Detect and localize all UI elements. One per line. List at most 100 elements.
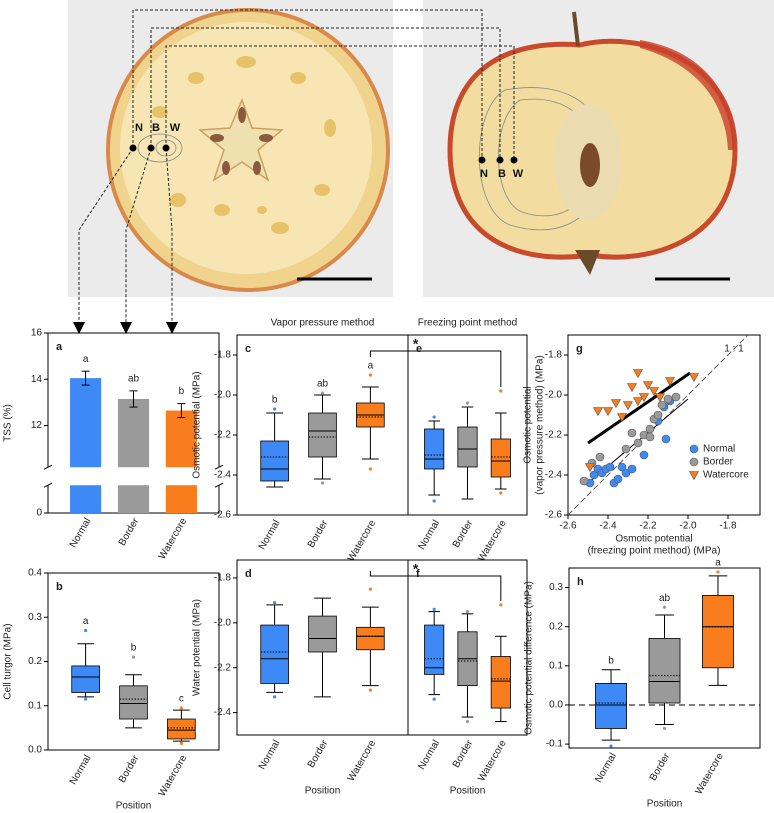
- legend-label: Watercore: [703, 470, 749, 481]
- position-label: W: [170, 122, 181, 134]
- sample-points: [129, 144, 518, 164]
- significance-letter: a: [83, 354, 89, 365]
- significance-letter: b: [272, 395, 278, 406]
- scatter-point: [642, 381, 654, 391]
- box: [167, 718, 196, 740]
- box: [490, 656, 511, 709]
- outlier: [179, 741, 183, 745]
- outlier: [320, 481, 325, 485]
- outlier: [273, 407, 277, 411]
- legend-label: Normal: [703, 444, 735, 455]
- scatter-point: [579, 476, 589, 486]
- outlier: [432, 607, 436, 611]
- y-tick-label: -1.8: [545, 350, 563, 361]
- scatter-point: [632, 369, 644, 379]
- outlier: [465, 719, 470, 724]
- x-tick-label: Watercore: [157, 753, 190, 799]
- y-tick-label: 0.3: [549, 582, 563, 593]
- y-tick-label: -2.2: [214, 662, 232, 673]
- plot-frame: [567, 334, 761, 516]
- axis-break-mark: [43, 464, 53, 470]
- outlier: [432, 697, 436, 701]
- significance-letter: ab: [128, 373, 140, 384]
- legend-label: Border: [703, 457, 734, 468]
- scatter-point: [613, 474, 623, 484]
- significance-star: *: [413, 561, 419, 577]
- scatter-point: [664, 377, 676, 387]
- axis-break-mark: [214, 482, 224, 488]
- x-axis-label: Osmotic potential: [615, 534, 692, 545]
- box: [424, 428, 445, 470]
- scatter-point: [688, 373, 700, 383]
- outlier: [273, 695, 277, 699]
- x-axis-label: Position: [647, 799, 683, 810]
- scatter-point: [621, 468, 631, 478]
- x-tick-label: Watercore: [346, 518, 379, 564]
- significance-bracket: [369, 571, 502, 601]
- significance-letter: ab: [317, 379, 329, 390]
- scatter-point: [661, 434, 671, 444]
- axis-break-mark: [43, 482, 53, 488]
- outlier: [432, 415, 436, 419]
- position-label: N: [135, 122, 143, 134]
- x-axis-label: Position: [450, 786, 486, 797]
- scatter-point: [654, 393, 666, 403]
- outlier: [131, 655, 136, 659]
- box: [119, 685, 148, 720]
- y-tick-label: -0.1: [546, 739, 564, 750]
- x-axis-label: (freezing point method) (MPa): [588, 546, 721, 557]
- box: [702, 594, 734, 669]
- scatter-point: [653, 410, 663, 420]
- apple-cross-section: [106, 8, 390, 292]
- y-tick-label: -2.2: [214, 430, 232, 441]
- x-tick-label: Watercore: [693, 751, 726, 797]
- y-tick-label: 0.1: [28, 700, 42, 711]
- box: [308, 615, 337, 653]
- outlier: [179, 706, 183, 710]
- box: [424, 624, 445, 675]
- scatter-point: [632, 397, 644, 407]
- scatter-point: [589, 470, 599, 480]
- bar: [165, 410, 197, 513]
- box: [260, 624, 289, 684]
- x-tick-label: Border: [306, 518, 331, 550]
- y-tick-label: 0.4: [28, 568, 42, 579]
- y-tick-label: 0.3: [28, 612, 42, 623]
- y-tick-label: -1.8: [214, 350, 232, 361]
- scatter-point: [648, 387, 660, 397]
- outlier: [465, 401, 470, 405]
- box: [457, 426, 478, 468]
- x-tick-label: Watercore: [157, 516, 190, 562]
- significance-bracket: [369, 350, 502, 387]
- outlier: [499, 603, 503, 607]
- y-axis-label: Osmotic potential (MPa): [192, 371, 203, 478]
- x-tick-label: Border: [451, 518, 476, 550]
- outlier: [368, 373, 372, 377]
- y-tick-label: -2.0: [214, 617, 232, 628]
- y-axis-label: Water potential (MPa): [192, 599, 203, 696]
- significance-letter: b: [131, 643, 137, 654]
- x-tick-label: Border: [648, 751, 673, 783]
- y-tick-label: -2.2: [545, 430, 563, 441]
- plot-frame: [407, 334, 528, 516]
- y-tick-label: 0: [36, 508, 42, 519]
- outlier: [320, 391, 325, 395]
- x-tick-label: Normal: [68, 753, 94, 786]
- y-tick-label: -2.4: [545, 470, 563, 481]
- scatter-point: [617, 462, 627, 472]
- box: [595, 683, 627, 729]
- panel-letter: g: [576, 343, 583, 355]
- y-tick-label: 14: [31, 374, 43, 385]
- panel-letter: h: [577, 576, 584, 588]
- panel-letter: d: [245, 568, 252, 580]
- x-axis-label: Position: [116, 801, 152, 812]
- panel-letter: b: [56, 581, 63, 593]
- box: [490, 438, 511, 478]
- y-tick-label: -2.0: [214, 390, 232, 401]
- position-label: B: [152, 122, 160, 134]
- y-axis-label: TSS (%): [3, 404, 14, 442]
- box: [71, 665, 100, 693]
- outlier: [368, 587, 372, 591]
- x-tick-label: Normal: [257, 518, 283, 551]
